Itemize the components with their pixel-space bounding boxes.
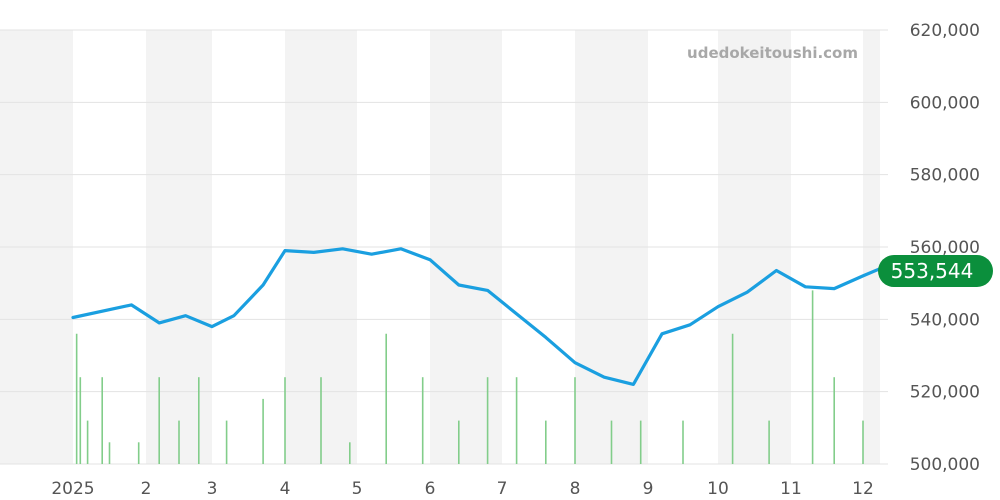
- x-tick-label: 11: [780, 479, 802, 499]
- x-tick-label: 10: [707, 479, 729, 499]
- y-tick-label: 560,000: [910, 238, 980, 258]
- current-value-badge: 553,544: [878, 255, 993, 287]
- y-tick-label: 620,000: [910, 21, 980, 41]
- x-axis-tick-labels: 2025 2 3 4 5 6 7 8 9 10 11 12: [51, 479, 873, 499]
- x-tick-label: 4: [280, 479, 291, 499]
- x-tick-label: 2: [141, 479, 152, 499]
- y-axis-tick-labels: 620,000 600,000 580,000 560,000 540,000 520,0…: [910, 21, 980, 475]
- x-tick-label: 12: [852, 479, 874, 499]
- price-series-line: [71, 247, 882, 386]
- x-tick-label: 8: [570, 479, 581, 499]
- x-tick-label: 2025: [51, 479, 94, 499]
- current-value-label: 553,544: [891, 259, 974, 283]
- y-tick-label: 520,000: [910, 383, 980, 403]
- x-tick-label: 3: [207, 479, 218, 499]
- y-tick-label: 600,000: [910, 93, 980, 113]
- x-tick-label: 9: [643, 479, 654, 499]
- y-tick-label: 540,000: [910, 310, 980, 330]
- watermark: udedokeitoushi.com: [687, 44, 858, 62]
- volume-bars: [75, 290, 864, 464]
- y-tick-label: 500,000: [910, 455, 980, 475]
- x-tick-label: 7: [497, 479, 508, 499]
- x-tick-label: 6: [425, 479, 436, 499]
- x-tick-label: 5: [352, 479, 363, 499]
- horizontal-gridlines: [0, 29, 888, 465]
- y-tick-label: 580,000: [910, 166, 980, 186]
